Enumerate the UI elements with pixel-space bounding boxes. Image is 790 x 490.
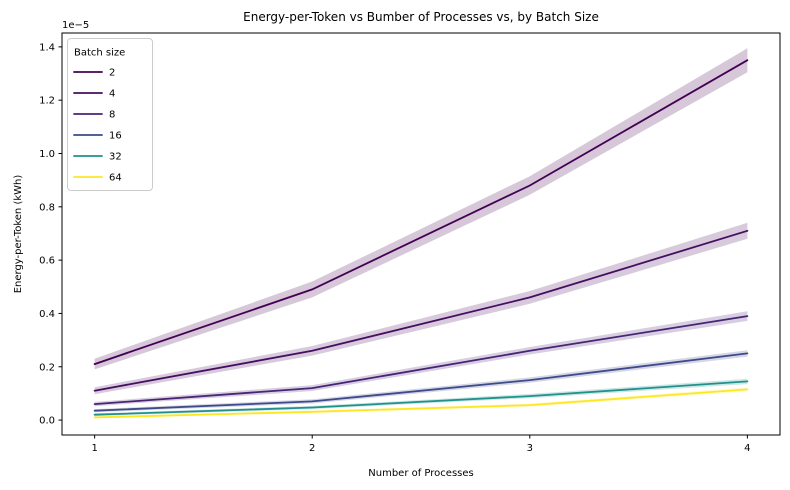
x-tick-label: 1 bbox=[91, 443, 97, 454]
series-line-batch-32 bbox=[93, 380, 749, 416]
series-line-batch-8 bbox=[93, 315, 749, 406]
series-line-batch-16 bbox=[93, 352, 749, 412]
series-line-batch-2 bbox=[93, 59, 749, 366]
legend-label-batch-8: 8 bbox=[109, 110, 115, 121]
confidence-band-batch-4 bbox=[94, 222, 748, 395]
x-tick-label: 4 bbox=[744, 443, 750, 454]
x-tick-label: 3 bbox=[527, 443, 533, 454]
y-axis-offset-label: 1e−5 bbox=[62, 20, 89, 31]
y-tick-label: 0.2 bbox=[39, 362, 55, 373]
y-axis-label: Energy-per-Token (kWh) bbox=[13, 175, 24, 294]
y-tick-label: 1.0 bbox=[39, 149, 55, 160]
legend-label-batch-2: 2 bbox=[109, 68, 115, 79]
legend-box bbox=[67, 38, 153, 191]
series-line-batch-64 bbox=[93, 388, 749, 419]
series-layer bbox=[93, 48, 749, 419]
legend-label-batch-64: 64 bbox=[109, 173, 122, 184]
legend-title: Batch size bbox=[74, 48, 125, 59]
legend: Batch size 2 4 8 16 32 64 bbox=[67, 38, 153, 191]
series-line-batch-4 bbox=[93, 229, 749, 392]
legend-label-batch-4: 4 bbox=[109, 89, 115, 100]
y-tick-label: 1.4 bbox=[39, 42, 55, 53]
chart-title: Energy-per-Token vs Bumber of Processes … bbox=[243, 10, 599, 24]
y-tick-label: 1.2 bbox=[39, 96, 55, 107]
confidence-band-batch-2 bbox=[94, 48, 748, 370]
x-axis-label: Number of Processes bbox=[368, 468, 473, 479]
y-tick-label: 0.4 bbox=[39, 309, 55, 320]
y-tick-label: 0.8 bbox=[39, 202, 55, 213]
y-tick-label: 0.0 bbox=[39, 416, 55, 427]
axes-frame bbox=[61, 32, 781, 436]
tick-layer: 1 2 3 4 0.0 0.2 0.4 0.6 0.8 1.0 1.2 1.4 bbox=[39, 42, 750, 454]
legend-label-batch-16: 16 bbox=[109, 131, 122, 142]
x-tick-label: 2 bbox=[309, 443, 315, 454]
y-tick-label: 0.6 bbox=[39, 256, 55, 267]
legend-label-batch-32: 32 bbox=[109, 152, 122, 163]
